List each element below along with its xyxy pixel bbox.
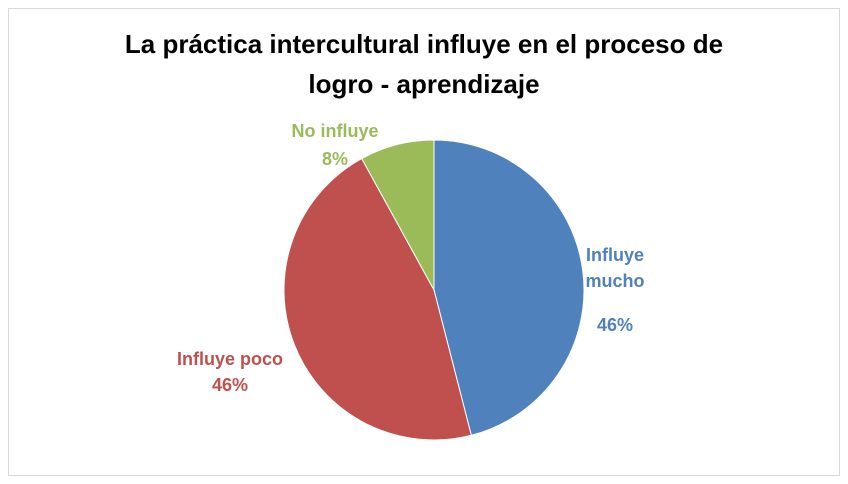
slice-value-label: 8%: [321, 149, 348, 169]
pie-slice: [361, 139, 435, 291]
slice-label: Influye poco: [176, 349, 283, 369]
chart-title: La práctica intercultural influye en el …: [124, 29, 724, 99]
slice-value-label: 46%: [596, 315, 634, 335]
pie-slice: [283, 157, 472, 441]
pie-slice: [433, 139, 585, 436]
slice-value-label: 46%: [211, 375, 249, 395]
slice-label: No influye: [291, 121, 379, 141]
slice-label: Influye mucho: [585, 245, 645, 291]
